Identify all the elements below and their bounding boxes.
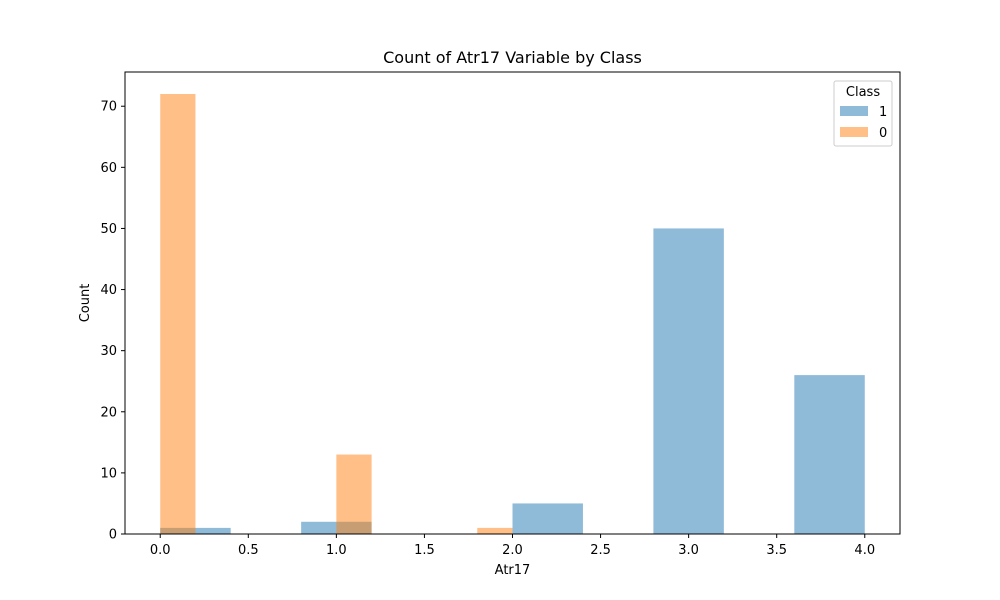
x-tick-label: 4.0: [854, 543, 875, 558]
legend-label-class-0: 0: [879, 126, 887, 141]
legend: Class 10: [833, 80, 893, 147]
bar-class-1-3: [653, 228, 724, 534]
x-tick-label: 1.0: [326, 543, 347, 558]
bar-class-0-1: [336, 454, 372, 534]
bar-class-0-0: [160, 94, 196, 534]
bar-class-0-2: [477, 527, 513, 534]
x-tick-label: 3.5: [766, 543, 787, 558]
y-axis-ticks: 0 10 20 30 40 50 60 70: [100, 100, 125, 543]
y-tick-label: 60: [100, 161, 117, 176]
y-tick-label: 30: [100, 344, 117, 359]
x-tick-label: 0.5: [238, 543, 259, 558]
bar-class-1-2: [512, 503, 583, 534]
bars-layer: [160, 94, 865, 534]
y-axis-title: Count: [78, 284, 93, 323]
legend-entries: 10: [840, 105, 887, 141]
y-tick-label: 50: [100, 222, 117, 237]
y-tick-label: 0: [109, 528, 117, 543]
x-tick-label: 1.5: [414, 543, 435, 558]
legend-swatch-class-0: [840, 127, 868, 137]
legend-swatch-class-1: [840, 106, 868, 116]
y-tick-label: 20: [100, 405, 117, 420]
x-tick-label: 0.0: [150, 543, 171, 558]
y-tick-label: 40: [100, 283, 117, 298]
x-tick-label: 3.0: [678, 543, 699, 558]
y-tick-label: 10: [100, 466, 117, 481]
plot-area-frame: [124, 71, 901, 535]
legend-label-class-1: 1: [879, 105, 887, 120]
y-tick-label: 70: [100, 100, 117, 115]
x-tick-label: 2.0: [502, 543, 523, 558]
x-tick-label: 2.5: [590, 543, 611, 558]
chart-title: Count of Atr17 Variable by Class: [383, 48, 642, 67]
x-axis-ticks: 0.0 0.5 1.0 1.5 2.0 2.5 3.0 3.5 4.0: [150, 534, 875, 558]
legend-title: Class: [846, 85, 880, 100]
x-axis-title: Atr17: [495, 563, 531, 578]
bar-class-1-4: [794, 375, 865, 534]
